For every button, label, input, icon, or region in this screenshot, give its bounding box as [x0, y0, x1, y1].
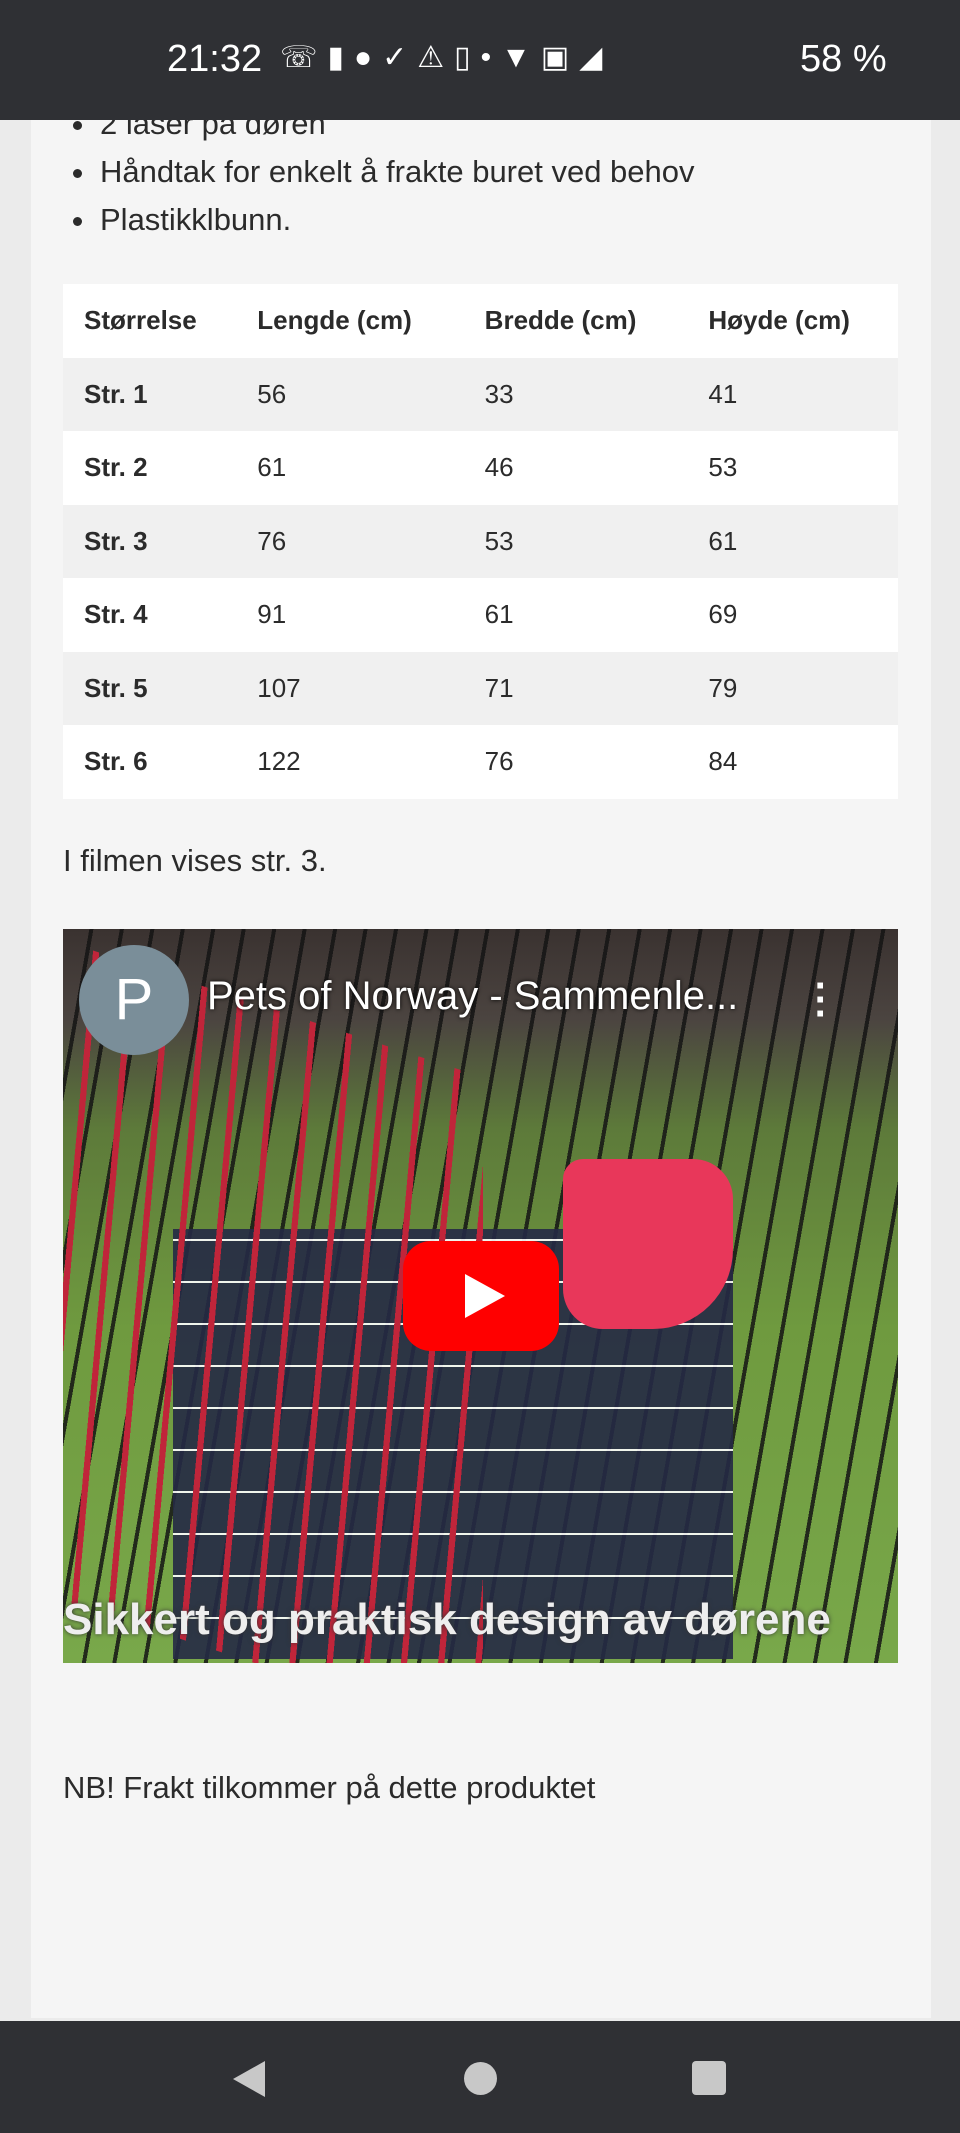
header-cell: Størrelse — [84, 305, 197, 336]
table-cell: Str. 4 — [84, 599, 148, 630]
table-row: Str. 4 91 61 69 — [63, 578, 898, 652]
status-bar: 21:32 ☏▮●✓⚠▯•▼▣◢ 58 % — [0, 0, 960, 120]
table-cell: 107 — [257, 672, 301, 703]
shipping-note: NB! Frakt tilkommer på dette produktet — [63, 1770, 596, 1805]
header-cell: Høyde (cm) — [708, 305, 850, 336]
table-header-row: Størrelse Lengde (cm) Bredde (cm) Høyde … — [63, 284, 898, 358]
video-title[interactable]: Pets of Norway - Sammenle... — [207, 974, 739, 1018]
table-cell: Str. 6 — [84, 746, 148, 777]
table-row: Str. 6 122 76 84 — [63, 725, 898, 799]
table-cell: Str. 1 — [84, 378, 148, 409]
home-icon[interactable] — [464, 2062, 497, 2095]
table-cell: 46 — [484, 452, 514, 483]
table-cell: 61 — [484, 599, 514, 630]
more-options-icon[interactable]: · · · — [814, 964, 828, 1036]
table-cell: 53 — [484, 525, 514, 556]
table-row: Str. 2 61 46 53 — [63, 431, 898, 505]
table-cell: 76 — [484, 746, 514, 777]
feature-list: 2 låser på døren Håndtak for enkelt å fr… — [63, 100, 695, 244]
table-cell: Str. 5 — [84, 672, 148, 703]
table-cell: 61 — [257, 452, 287, 483]
page: 2 låser på døren Håndtak for enkelt å fr… — [63, 100, 898, 1805]
back-icon[interactable] — [233, 2061, 265, 2097]
table-cell: 56 — [257, 378, 287, 409]
table-cell: 79 — [708, 672, 738, 703]
table-cell: 69 — [708, 599, 738, 630]
table-cell: 91 — [257, 599, 287, 630]
table-cell: 84 — [708, 746, 738, 777]
header-cell: Bredde (cm) — [484, 305, 637, 336]
video-caption: Sikkert og praktisk design av dørene — [63, 1595, 831, 1644]
size-table: Størrelse Lengde (cm) Bredde (cm) Høyde … — [63, 284, 898, 799]
play-button[interactable] — [403, 1241, 559, 1351]
table-cell: 61 — [708, 525, 738, 556]
table-cell: Str. 2 — [84, 452, 148, 483]
header-cell: Lengde (cm) — [257, 305, 412, 336]
recent-apps-icon[interactable] — [692, 2061, 726, 2095]
status-icons: ☏▮●✓⚠▯•▼▣◢ — [280, 41, 613, 74]
navigation-bar — [0, 2021, 960, 2133]
table-row: Str. 5 107 71 79 — [63, 651, 898, 725]
table-cell: Str. 3 — [84, 525, 148, 556]
table-row: Str. 3 76 53 61 — [63, 504, 898, 578]
table-cell: 41 — [708, 378, 738, 409]
clock: 21:32 — [167, 38, 263, 80]
film-note: I filmen vises str. 3. — [63, 843, 327, 878]
channel-avatar[interactable]: P — [79, 945, 189, 1055]
video-thumbnail-handle — [563, 1159, 733, 1329]
table-cell: 53 — [708, 452, 738, 483]
table-cell: 71 — [484, 672, 514, 703]
battery-level: 58 % — [800, 38, 887, 80]
list-item: Plastikklbunn. — [63, 196, 695, 244]
table-cell: 122 — [257, 746, 301, 777]
youtube-video[interactable]: P Pets of Norway - Sammenle... · · · Sikke… — [63, 929, 898, 1663]
table-cell: 33 — [484, 378, 514, 409]
table-cell: 76 — [257, 525, 287, 556]
list-item: Håndtak for enkelt å frakte buret ved be… — [63, 148, 695, 196]
table-row: Str. 1 56 33 41 — [63, 357, 898, 431]
